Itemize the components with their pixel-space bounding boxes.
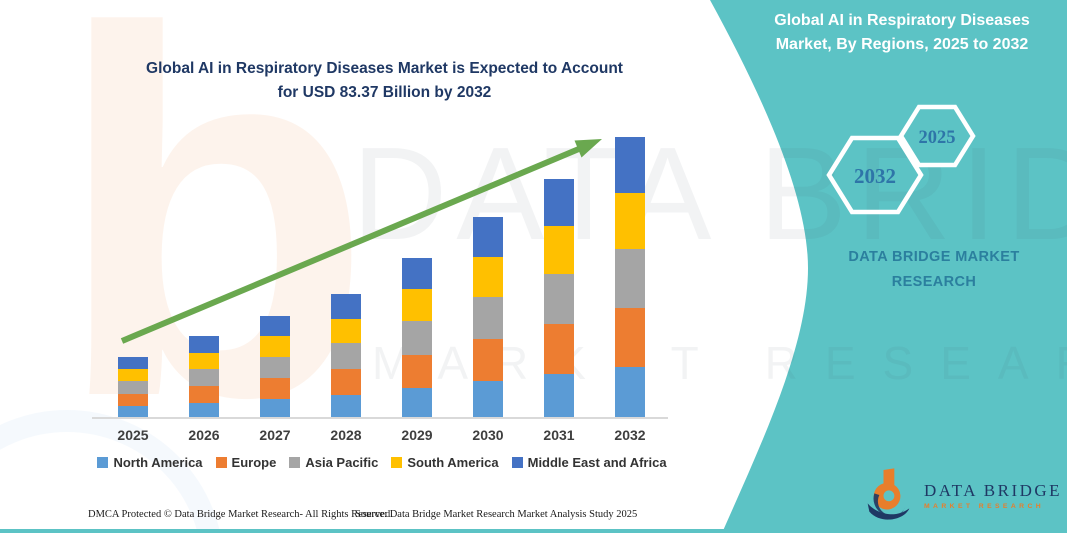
- bar-2029: [402, 257, 432, 417]
- bar-segment-asia-pacific: [118, 380, 148, 394]
- bar-segment-middle-east-and-africa: [544, 178, 574, 227]
- bar-segment-middle-east-and-africa: [402, 257, 432, 290]
- bar-segment-asia-pacific: [260, 356, 290, 378]
- chart-title-line1: Global AI in Respiratory Diseases Market…: [146, 60, 623, 77]
- legend-swatch-middle-east-and-africa: [511, 457, 523, 468]
- bar-segment-europe: [118, 393, 148, 407]
- bar-segment-south-america: [402, 289, 432, 321]
- chart-title: Global AI in Respiratory Diseases Market…: [102, 57, 667, 105]
- legend-swatch-south-america: [391, 457, 403, 468]
- x-axis-label-2029: 2029: [401, 427, 433, 443]
- bar-segment-europe: [402, 354, 432, 389]
- bar-2027: [260, 316, 290, 417]
- footer-source-text: Source: Data Bridge Market Research Mark…: [355, 509, 638, 520]
- bar-segment-asia-pacific: [331, 343, 361, 369]
- logo-sub-text: MARKET RESEARCH: [924, 502, 1045, 510]
- bar-segment-middle-east-and-africa: [189, 336, 219, 353]
- bar-2031: [544, 178, 574, 417]
- bar-segment-middle-east-and-africa: [473, 217, 503, 258]
- bar-segment-europe: [260, 377, 290, 399]
- bar-segment-north-america: [402, 388, 432, 417]
- footer-dmca-text: DMCA Protected © Data Bridge Market Rese…: [88, 509, 393, 520]
- hexagon-2032: [826, 135, 924, 215]
- x-axis-label-2030: 2030: [472, 427, 504, 443]
- hexagon-years-graphic: 2032 2025: [826, 104, 976, 215]
- hexagon-2025-label: 2025: [919, 128, 956, 148]
- x-axis-label-2027: 2027: [259, 427, 291, 443]
- bar-segment-asia-pacific: [402, 320, 432, 355]
- bar-segment-north-america: [544, 374, 574, 417]
- hexagon-2025: [898, 104, 976, 168]
- legend-label: North America: [113, 455, 203, 470]
- x-axis-line: [92, 417, 668, 419]
- x-axis-label-2028: 2028: [330, 427, 362, 443]
- bar-2025: [118, 356, 148, 417]
- data-bridge-logo-icon: [867, 468, 910, 520]
- bar-segment-south-america: [260, 336, 290, 357]
- legend: North America Europe Asia Pacific South Ame…: [88, 455, 676, 470]
- side-panel-title: Global AI in Respiratory Diseases Market…: [774, 12, 1030, 53]
- x-axis-label-2032: 2032: [614, 427, 646, 443]
- legend-label: Asia Pacific: [305, 455, 379, 470]
- bar-segment-europe: [189, 385, 219, 403]
- bar-2026: [189, 336, 219, 417]
- bar-segment-south-america: [615, 193, 645, 250]
- bar-segment-asia-pacific: [544, 273, 574, 324]
- bottom-accent-strip: [0, 529, 1067, 533]
- legend-item-south-america: South America: [391, 455, 499, 470]
- x-axis-label-2031: 2031: [543, 427, 575, 443]
- bar-segment-north-america: [473, 381, 503, 417]
- bar-2028: [331, 294, 361, 417]
- bar-segment-europe: [331, 368, 361, 395]
- bar-segment-north-america: [118, 406, 148, 417]
- bar-segment-asia-pacific: [189, 369, 219, 386]
- bar-2032: [615, 137, 645, 417]
- legend-swatch-asia-pacific: [289, 457, 301, 468]
- legend-label: Middle East and Africa: [527, 455, 667, 470]
- bar-segment-north-america: [260, 398, 290, 417]
- logo-name-text: DATA BRIDGE: [924, 480, 1063, 500]
- legend-item-asia-pacific: Asia Pacific: [289, 455, 378, 470]
- bar-segment-north-america: [331, 394, 361, 417]
- data-bridge-logo: DATA BRIDGE MARKET RESEARCH: [866, 468, 1062, 522]
- bar-segment-middle-east-and-africa: [118, 356, 148, 369]
- bar-segment-europe: [615, 307, 645, 367]
- bar-segment-north-america: [615, 366, 645, 417]
- bar-segment-asia-pacific: [615, 249, 645, 308]
- bar-segment-north-america: [189, 402, 219, 417]
- legend-label: Europe: [231, 455, 277, 470]
- bar-segment-middle-east-and-africa: [260, 316, 290, 337]
- legend-item-north-america: North America: [97, 455, 203, 470]
- bar-segment-south-america: [118, 368, 148, 381]
- bar-segment-middle-east-and-africa: [615, 137, 645, 194]
- x-axis-label-2026: 2026: [188, 427, 220, 443]
- legend-label: South America: [407, 455, 499, 470]
- legend-swatch-europe: [215, 457, 227, 468]
- legend-item-middle-east-and-africa: Middle East and Africa: [511, 455, 667, 470]
- bar-segment-south-america: [189, 352, 219, 369]
- chart-title-line2: for USD 83.37 Billion by 2032: [277, 84, 492, 102]
- hexagon-2032-label: 2032: [854, 164, 896, 188]
- bar-segment-south-america: [544, 226, 574, 274]
- legend-item-europe: Europe: [215, 455, 277, 470]
- bar-segment-south-america: [331, 318, 361, 344]
- bar-segment-europe: [544, 323, 574, 375]
- bar-segment-europe: [473, 339, 503, 382]
- x-axis-label-2025: 2025: [117, 427, 149, 443]
- bar-2030: [473, 217, 503, 417]
- brand-text: DATA BRIDGE MARKET RESEARCH: [848, 249, 1020, 291]
- bar-segment-asia-pacific: [473, 297, 503, 340]
- bar-segment-south-america: [473, 257, 503, 298]
- legend-swatch-north-america: [97, 457, 109, 468]
- bar-segment-middle-east-and-africa: [331, 294, 361, 319]
